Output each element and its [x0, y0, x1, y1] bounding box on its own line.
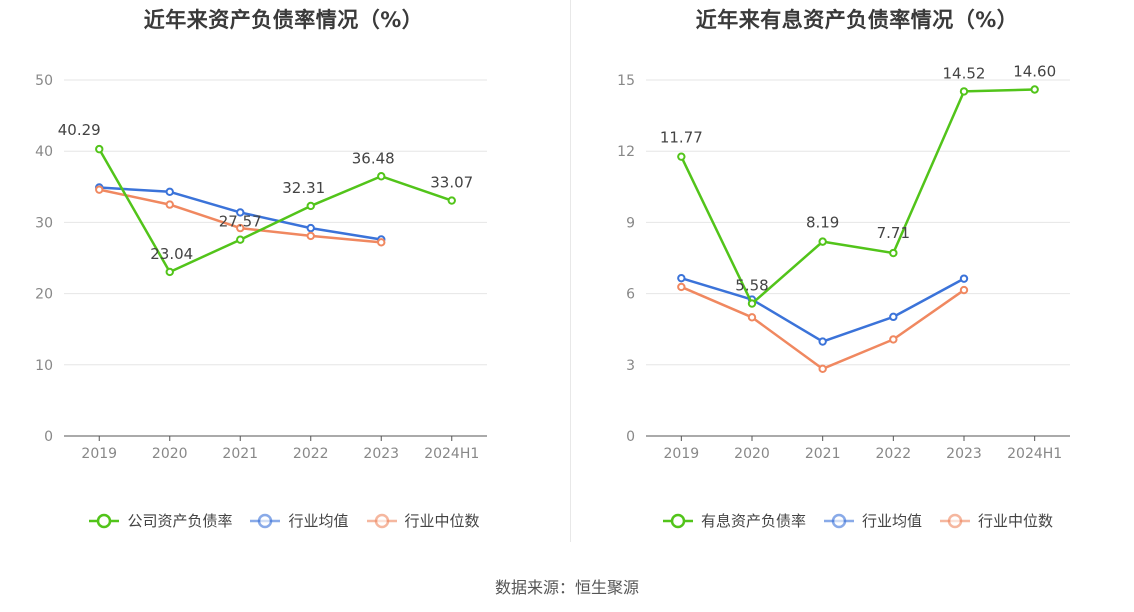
legend-label: 公司资产负债率 [127, 512, 233, 530]
left-series-0-point-2 [236, 235, 245, 244]
right-x-tick-label-4: 2023 [946, 446, 982, 462]
right-data-label-5: 14.60 [1013, 62, 1056, 80]
right-data-label-4: 14.52 [943, 64, 986, 82]
legend-swatch-icon [366, 513, 397, 528]
right-y-tick-label-2: 6 [626, 287, 635, 303]
legend-label: 行业中位数 [404, 512, 480, 530]
data-source: 数据来源：恒生聚源 [494, 578, 639, 597]
right-x-tick-label-3: 2022 [876, 446, 912, 462]
left-data-label-5: 33.07 [430, 174, 473, 192]
right-x-tick-label-0: 2019 [664, 446, 700, 462]
right-series-0-point-5 [1030, 85, 1039, 94]
left-data-label-1: 23.04 [150, 245, 193, 263]
legend-swatch-icon [250, 513, 281, 528]
left-y-tick-label-4: 40 [35, 144, 53, 160]
right-x-tick-label-5: 2024H1 [1007, 446, 1062, 462]
plot-left: 0 10 20 30 40 50 2019 2020 2021 2022 2023 2024H1 40.… [35, 73, 487, 462]
left-x-tick-label-1: 2020 [152, 446, 188, 462]
right-y-tick-label-5: 15 [617, 73, 635, 89]
right-x-tick-label-1: 2020 [734, 446, 770, 462]
right-series-0-point-2 [818, 237, 827, 246]
left-y-tick-label-1: 10 [35, 358, 53, 374]
left-x-tick-label-2: 2021 [222, 446, 258, 462]
right-series-1-point-2 [818, 337, 827, 346]
legend-item-0[interactable]: 公司资产负债率 [87, 510, 232, 531]
right-series-1-point-0 [677, 273, 686, 283]
right-y-tick-label-3: 9 [626, 215, 635, 231]
left-y-tick-label-5: 50 [35, 73, 53, 89]
left-series-1-point-3 [306, 223, 315, 233]
right-data-label-1: 5.58 [735, 277, 768, 295]
left-series-2-point-3 [306, 231, 315, 241]
left-series-2-point-1 [165, 200, 174, 209]
right-y-tick-label-0: 0 [626, 429, 635, 445]
legend-swatch-icon [940, 513, 970, 528]
right-data-label-2: 8.19 [806, 214, 839, 232]
legend-swatch-icon [823, 513, 854, 528]
right-series-2-point-1 [747, 313, 757, 322]
left-series-0-point-4 [377, 172, 386, 181]
left-x-tick-label-5: 2024H1 [424, 446, 479, 462]
right-series-line-2 [680, 285, 965, 371]
left-y-tick-label-0: 0 [44, 429, 53, 445]
plot-right: 0 3 6 9 12 15 2019 2020 2021 2022 2023 2024H1 11.77 5… [617, 62, 1070, 462]
left-y-tick-label-3: 30 [35, 215, 53, 231]
right-y-tick-label-1: 3 [626, 358, 635, 374]
left-series-0-point-5 [447, 196, 456, 205]
right-series-0-point-4 [959, 87, 969, 96]
right-series-0-point-1 [747, 299, 757, 308]
left-series-2-point-4 [377, 238, 386, 247]
right-series-0-point-3 [889, 248, 898, 258]
legend-right: 有息资产负债率 行业均值 行业中位数 [580, 510, 1134, 531]
left-data-label-0: 40.29 [58, 121, 101, 139]
right-series-2-point-0 [677, 282, 686, 292]
chart-title-right: 近年来有息资产负债率情况（%） [695, 8, 1019, 32]
right-series-1-point-3 [889, 312, 898, 322]
left-series-line-0 [98, 148, 453, 274]
left-data-label-2: 27.57 [219, 213, 262, 231]
legend-item-1[interactable]: 行业均值 [822, 510, 922, 531]
legend-item-1[interactable]: 行业均值 [248, 510, 349, 531]
chart-title-left: 近年来资产负债率情况（%） [143, 8, 424, 32]
left-series-2-point-0 [95, 185, 104, 194]
legend-swatch-icon [89, 513, 120, 528]
right-data-label-3: 7.71 [877, 224, 910, 242]
legend-label: 行业中位数 [978, 512, 1054, 530]
panel-divider [570, 0, 571, 542]
right-series-2-point-3 [889, 335, 898, 344]
left-x-tick-label-3: 2022 [293, 446, 329, 462]
legend-item-2[interactable]: 行业中位数 [365, 510, 480, 531]
left-series-2-point-2 [236, 223, 245, 233]
legend-left: 公司资产负债率 行业均值 行业中位数 [0, 510, 567, 531]
right-series-1-point-4 [959, 274, 969, 283]
right-series-2-point-2 [818, 364, 827, 374]
left-series-1-point-2 [236, 208, 245, 217]
right-series-0-point-0 [677, 152, 686, 161]
legend-swatch-icon [662, 513, 693, 528]
left-data-label-3: 32.31 [282, 179, 325, 197]
right-y-tick-label-4: 12 [617, 144, 635, 160]
left-series-1-point-1 [165, 187, 174, 196]
legend-label: 行业均值 [861, 512, 922, 530]
chart-right: 近年来有息资产负债率情况（%） 0 3 6 9 12 15 2019 2020 2021 2022… [580, 0, 1134, 545]
left-series-0-point-1 [165, 267, 174, 277]
legend-label: 行业均值 [288, 512, 349, 530]
right-series-2-point-4 [959, 285, 969, 295]
left-series-0-point-3 [306, 201, 315, 211]
left-x-tick-label-0: 2019 [81, 446, 117, 462]
right-x-tick-label-2: 2021 [805, 446, 841, 462]
left-x-tick-label-4: 2023 [363, 446, 399, 462]
right-data-label-0: 11.77 [660, 129, 703, 147]
chart-left: 近年来资产负债率情况（%） 0 10 20 30 40 50 2019 2020 2021 202… [0, 0, 567, 545]
legend-item-2[interactable]: 行业中位数 [938, 510, 1053, 531]
legend-label: 有息资产负债率 [700, 512, 806, 530]
left-data-label-4: 36.48 [352, 149, 395, 167]
left-y-tick-label-2: 20 [35, 287, 53, 303]
left-series-0-point-0 [95, 144, 104, 154]
right-series-line-0 [680, 88, 1035, 305]
right-series-line-1 [680, 276, 965, 343]
legend-item-0[interactable]: 有息资产负债率 [661, 510, 806, 531]
